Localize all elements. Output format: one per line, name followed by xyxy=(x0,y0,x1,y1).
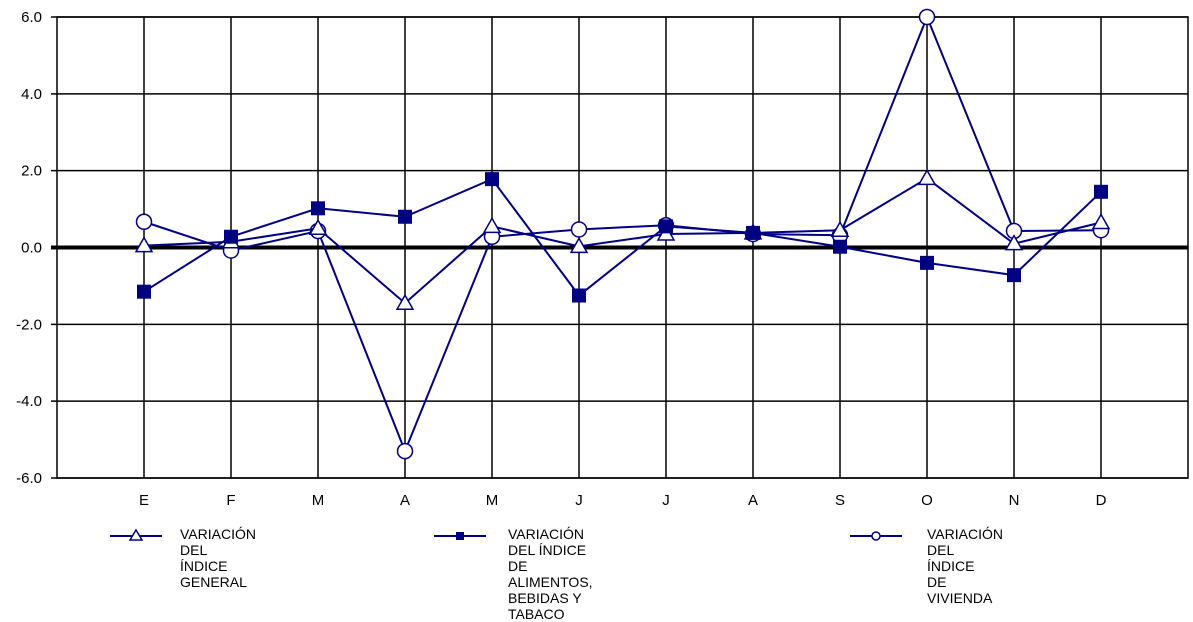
legend-marker-square xyxy=(434,532,486,540)
series xyxy=(134,8,1111,460)
chart: 6.0 4.0 2.0 0.0 -2.0 -4.0 -6.0 E F M A M J J A S O N D VA… xyxy=(16,8,1189,622)
data-point-triangle xyxy=(308,218,328,236)
x-tick-label: S xyxy=(835,492,845,509)
series-square-filled xyxy=(137,172,1108,303)
data-point-circle xyxy=(570,221,588,238)
chart-svg: 6.0 4.0 2.0 0.0 -2.0 -4.0 -6.0 E F M A M J J A S O N D xyxy=(16,8,1189,509)
data-point-triangle xyxy=(134,236,154,253)
data-point-triangle xyxy=(830,220,850,237)
data-point-square xyxy=(137,284,151,299)
x-tick-label: O xyxy=(921,492,933,509)
x-tick-label: J xyxy=(662,492,670,509)
data-point-square xyxy=(311,201,325,216)
data-point-square xyxy=(833,239,847,254)
legend-marker-circle xyxy=(850,531,902,541)
data-point-square xyxy=(1094,184,1108,199)
x-tick-label: A xyxy=(748,492,758,509)
data-point-square xyxy=(485,172,499,187)
y-tick-label: -6.0 xyxy=(16,470,42,487)
legend-label-general: VARIACIÓN DEL ÍNDICE GENERAL xyxy=(180,526,256,590)
x-tick-label: N xyxy=(1009,492,1020,509)
data-point-square xyxy=(572,288,586,303)
data-point-square xyxy=(398,209,412,224)
y-axis-ticks: 6.0 4.0 2.0 0.0 -2.0 -4.0 -6.0 xyxy=(16,9,42,487)
legend-label-alimentos: VARIACIÓN DEL ÍNDICE DE ALIMENTOS, BEBID… xyxy=(508,526,593,622)
data-point-circle xyxy=(135,213,153,231)
x-tick-label: A xyxy=(400,492,410,509)
data-point-circle xyxy=(396,442,414,460)
series-line xyxy=(143,177,1102,297)
data-point-square xyxy=(224,229,238,244)
data-point-square xyxy=(659,219,673,234)
data-point-triangle xyxy=(1091,213,1111,230)
x-tick-label: J xyxy=(575,492,583,509)
x-tick-label: D xyxy=(1096,492,1107,509)
data-point-triangle xyxy=(917,168,937,186)
data-point-circle xyxy=(918,8,936,26)
data-point-square xyxy=(920,255,934,270)
legend-marker-triangle xyxy=(110,528,162,541)
data-point-square xyxy=(746,225,760,240)
y-tick-label: 6.0 xyxy=(21,9,42,26)
data-point-triangle xyxy=(395,293,415,310)
y-tick-label: -4.0 xyxy=(16,393,42,410)
data-point-square xyxy=(1007,268,1021,283)
y-tick-label: -2.0 xyxy=(16,316,42,333)
x-tick-label: F xyxy=(226,492,235,509)
x-tick-label: E xyxy=(139,492,149,509)
legend-label-vivienda: VARIACIÓN DEL ÍNDICE DE VIVIENDA xyxy=(927,526,1003,606)
y-tick-label: 2.0 xyxy=(21,163,42,180)
y-tick-label: 4.0 xyxy=(21,86,42,103)
series-line xyxy=(143,177,1102,305)
x-tick-label: M xyxy=(312,492,325,509)
data-point-triangle xyxy=(482,216,502,234)
x-tick-label: M xyxy=(486,492,499,509)
series-line xyxy=(143,14,1102,454)
data-point-triangle xyxy=(569,236,589,254)
data-point-triangle xyxy=(1004,234,1024,251)
y-tick-label: 0.0 xyxy=(21,240,42,257)
